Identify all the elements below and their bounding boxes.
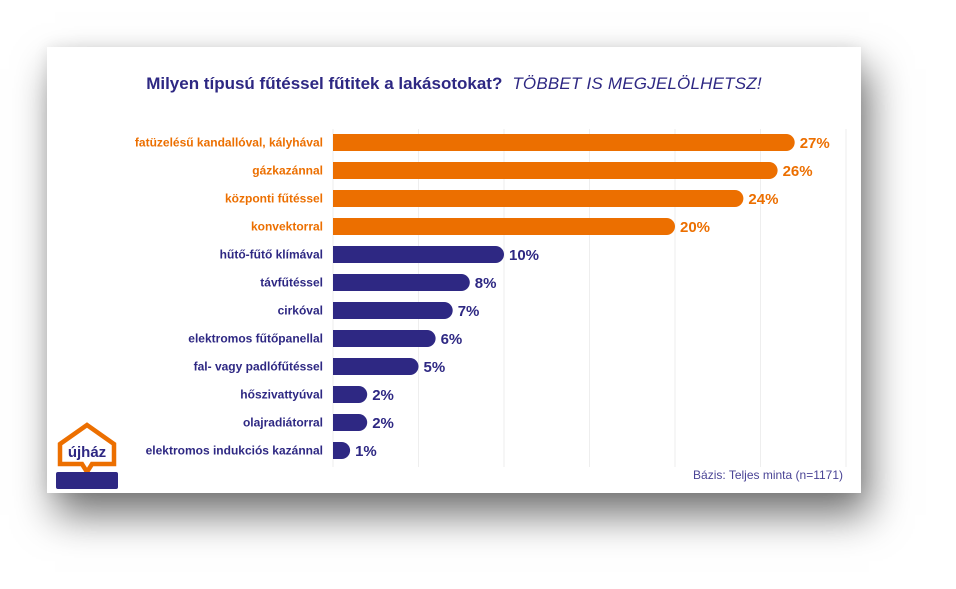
logo-text: újház (68, 444, 106, 461)
value-label: 2% (372, 387, 394, 404)
chart-title-line: Milyen típusú fűtéssel fűtitek a lakásot… (47, 74, 861, 94)
bar (333, 414, 368, 431)
category-label: elektromos indukciós kazánnal (146, 444, 323, 458)
bar (333, 162, 778, 179)
ujhaz-logo: újház (56, 422, 120, 490)
category-label: távfűtéssel (260, 276, 323, 290)
bar (333, 386, 368, 403)
value-label: 26% (783, 163, 813, 180)
category-label: olajradiátorral (243, 416, 323, 430)
house-speech-bubble-icon: újház (57, 422, 117, 477)
value-label: 27% (800, 135, 830, 152)
value-label: 1% (355, 443, 377, 460)
value-label: 2% (372, 415, 394, 432)
bar (333, 274, 470, 291)
value-label: 6% (441, 331, 463, 348)
bar-chart: fatüzelésű kandallóval, kályhával 27% gázk… (135, 129, 847, 467)
bar (333, 358, 419, 375)
chart-title: Milyen típusú fűtéssel fűtitek a lakásot… (146, 74, 503, 93)
category-label: konvektorral (251, 220, 323, 234)
logo-tagline-banner (56, 472, 118, 489)
bar (333, 330, 436, 347)
bar (333, 246, 504, 263)
category-label: hűtő-fűtő klímával (220, 248, 323, 262)
bar (333, 218, 675, 235)
value-label: 8% (475, 275, 497, 292)
chart-subtitle: TÖBBET IS MEGJELÖLHETSZ! (512, 74, 762, 93)
bar (333, 190, 744, 207)
value-label: 24% (748, 191, 778, 208)
bar (333, 134, 795, 151)
value-label: 20% (680, 219, 710, 236)
value-label: 7% (458, 303, 480, 320)
value-label: 5% (424, 359, 446, 376)
value-label: 10% (509, 247, 539, 264)
category-label: fatüzelésű kandallóval, kályhával (135, 136, 323, 150)
category-label: cirkóval (278, 304, 323, 318)
bar (333, 442, 351, 459)
bar (333, 302, 453, 319)
category-label: központi fűtéssel (225, 192, 323, 206)
base-note: Bázis: Teljes minta (n=1171) (693, 468, 843, 482)
category-label: elektromos fűtőpanellal (188, 332, 323, 346)
category-label: hőszivattyúval (240, 388, 323, 402)
chart-card: Milyen típusú fűtéssel fűtitek a lakásot… (47, 47, 861, 493)
category-label: fal- vagy padlófűtéssel (194, 360, 323, 374)
category-label: gázkazánnal (252, 164, 323, 178)
